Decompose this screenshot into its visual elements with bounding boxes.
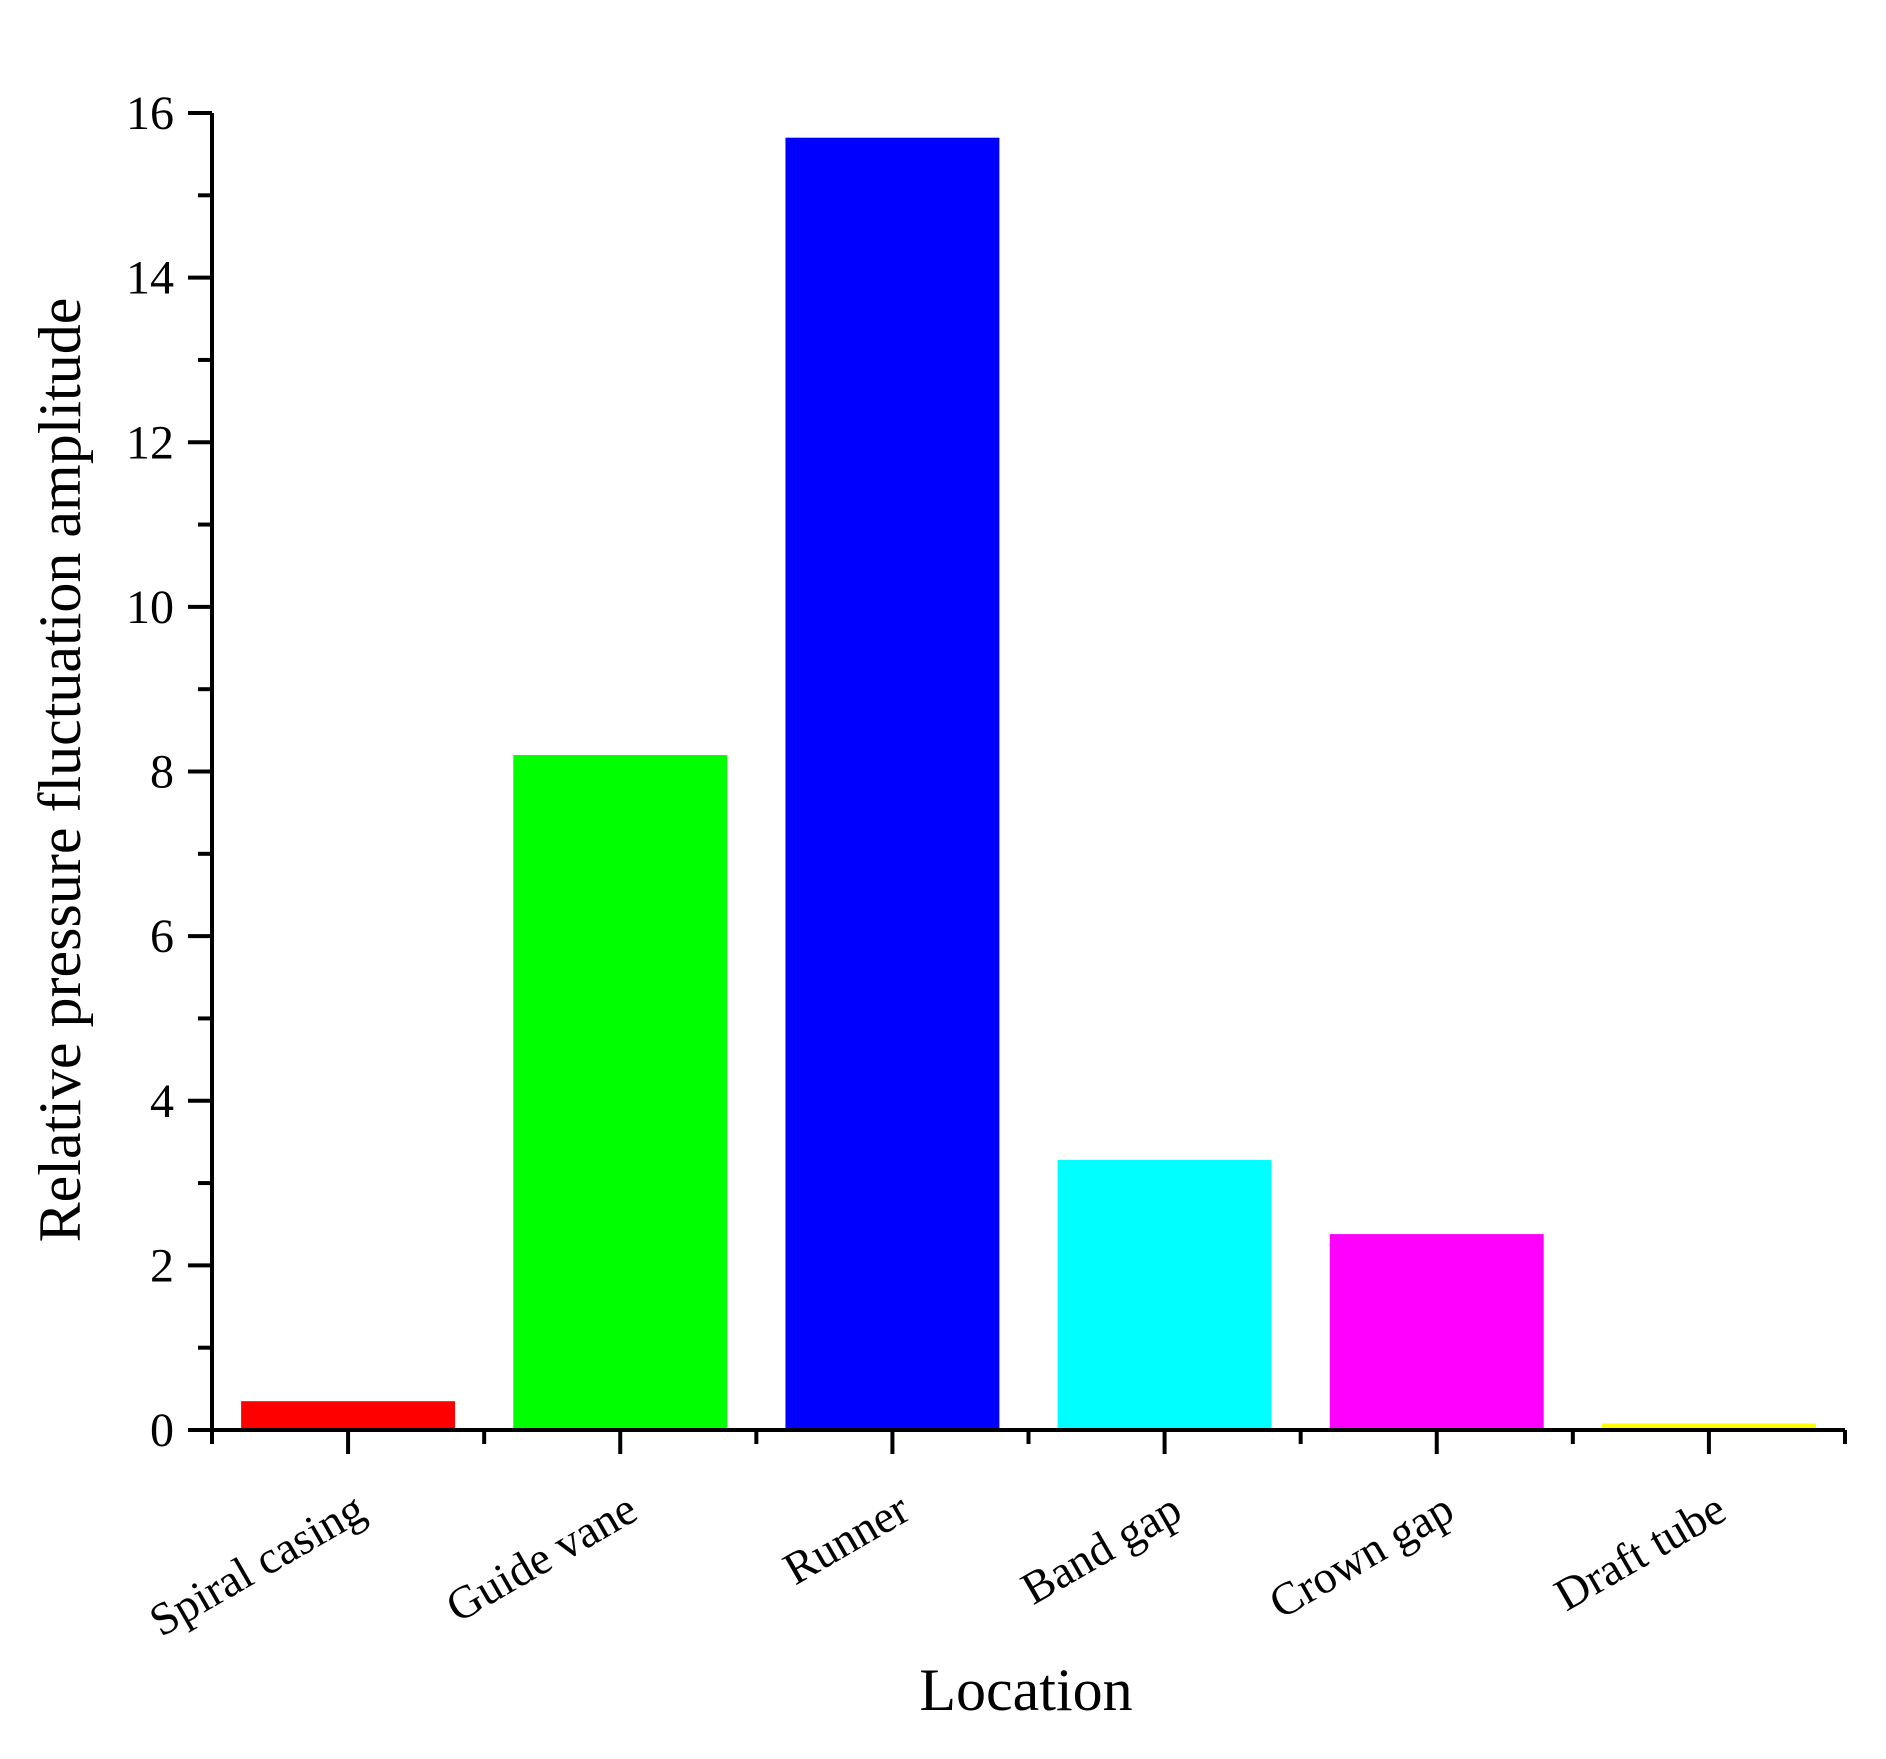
y-axis-title: Relative pressure fluctuation amplitude — [27, 298, 93, 1243]
x-tick-label: Runner — [775, 1482, 918, 1594]
x-tick-label: Draft tube — [1546, 1482, 1734, 1620]
x-tick-label: Spiral casing — [141, 1482, 373, 1646]
y-tick-label: 12 — [126, 416, 174, 469]
x-tick-label: Crown gap — [1260, 1482, 1461, 1628]
y-tick-label: 10 — [126, 581, 174, 634]
bar-4 — [1330, 1234, 1544, 1430]
bar-0 — [241, 1401, 455, 1430]
y-tick-label: 2 — [150, 1239, 174, 1292]
y-tick-label: 8 — [150, 746, 174, 799]
y-tick-label: 4 — [150, 1075, 174, 1128]
bar-3 — [1058, 1160, 1272, 1430]
y-tick-label: 14 — [126, 252, 174, 305]
bar-1 — [513, 755, 727, 1430]
x-tick-label: Guide vane — [437, 1482, 645, 1632]
x-tick-label: Band gap — [1013, 1482, 1190, 1614]
y-axis: 0 2 4 6 8 10 12 14 16 — [126, 87, 212, 1457]
y-tick-label: 6 — [150, 910, 174, 963]
bar-2 — [785, 138, 999, 1430]
bars — [241, 138, 1816, 1430]
y-tick-label: 16 — [126, 87, 174, 140]
y-tick-label: 0 — [150, 1404, 174, 1457]
x-axis: Spiral casing Guide vane Runner Band gap Cro… — [141, 1430, 1845, 1646]
x-axis-title: Location — [919, 1657, 1132, 1723]
